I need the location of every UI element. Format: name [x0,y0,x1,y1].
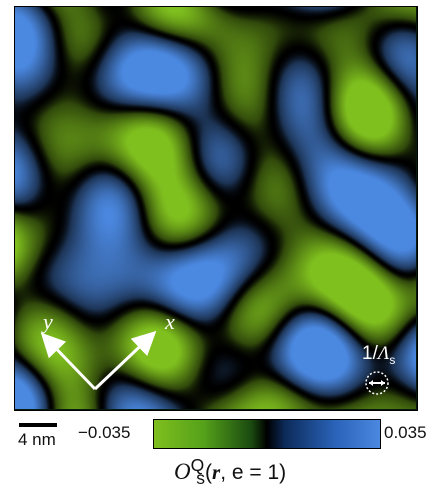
colorbar-min-label: −0.035 [78,423,131,442]
scale-bar [19,423,57,427]
scale-bar-label: 4 nm [18,430,56,449]
colorbar-max-label: 0.035 [384,423,427,442]
x-axis-label: x [165,309,175,334]
y-axis-arrow [40,332,97,391]
quadrupole-order-map: x y 1/Λs [14,6,418,411]
x-axis-arrow [93,330,157,391]
y-axis-label: y [43,309,53,334]
colorbar [153,419,381,449]
lambda-label: 1/Λs [362,343,396,367]
colorbar-quantity-label: OQs(r, e = 1) [174,455,287,489]
noise-pattern-image [15,7,416,409]
axes-arrows [40,330,389,395]
lambda-circle-icon [365,371,389,395]
